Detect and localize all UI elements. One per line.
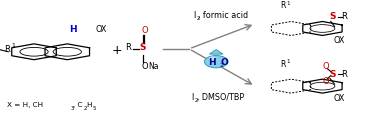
Text: O: O: [141, 26, 148, 35]
Text: X = H, CH: X = H, CH: [7, 102, 43, 108]
Text: 2: 2: [196, 16, 200, 21]
Text: H: H: [69, 25, 76, 34]
Text: 2: 2: [220, 64, 223, 68]
Text: S: S: [139, 43, 146, 52]
Text: O: O: [322, 77, 329, 86]
Ellipse shape: [204, 56, 228, 68]
Text: 2: 2: [84, 106, 87, 111]
Text: +: +: [112, 44, 122, 57]
Text: S: S: [329, 70, 336, 79]
Text: H: H: [209, 58, 216, 67]
Text: 3: 3: [71, 106, 74, 111]
Text: R: R: [280, 1, 285, 10]
Text: OX: OX: [334, 36, 345, 45]
Text: OX: OX: [95, 25, 107, 34]
Text: O: O: [322, 62, 329, 71]
Text: R: R: [280, 60, 285, 68]
Text: O: O: [141, 62, 148, 71]
Text: Na: Na: [148, 62, 159, 71]
Text: 2: 2: [194, 98, 198, 103]
Text: OX: OX: [334, 94, 345, 103]
Text: R: R: [341, 70, 347, 79]
Text: , formic acid: , formic acid: [198, 11, 249, 20]
Text: R: R: [4, 45, 10, 54]
Text: I: I: [193, 11, 195, 20]
Text: R: R: [341, 12, 347, 21]
Text: 5: 5: [92, 106, 96, 111]
Text: , C: , C: [73, 102, 83, 108]
Text: 1: 1: [12, 43, 15, 48]
Text: 1: 1: [287, 59, 290, 64]
Text: O: O: [221, 58, 228, 67]
Text: , DMSO/TBP: , DMSO/TBP: [197, 93, 244, 102]
Polygon shape: [209, 50, 223, 54]
Ellipse shape: [209, 56, 216, 60]
Text: S: S: [329, 12, 336, 21]
Text: R: R: [125, 43, 132, 52]
Text: I: I: [191, 93, 193, 102]
Text: H: H: [86, 102, 92, 108]
Text: 1: 1: [287, 1, 290, 6]
